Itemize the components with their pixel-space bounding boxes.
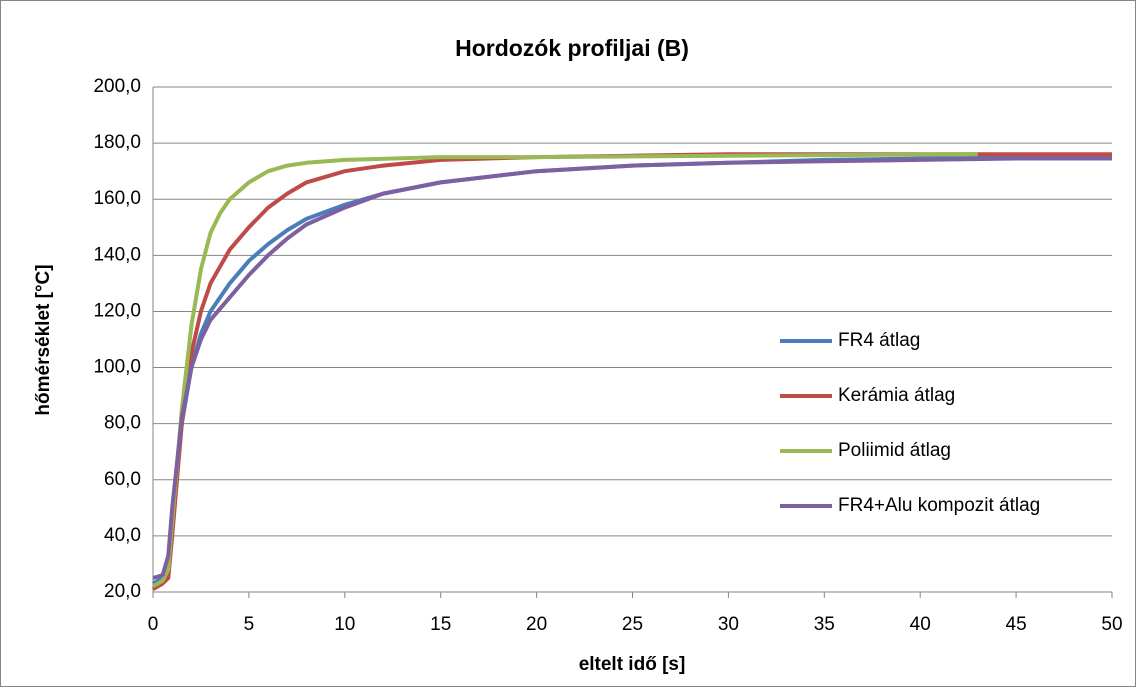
y-tick-label: 180,0 — [93, 132, 141, 153]
x-axis-label: eltelt idő [s] — [579, 654, 686, 675]
x-tick-label: 0 — [148, 614, 159, 635]
y-tick-label: 100,0 — [93, 357, 141, 378]
x-tick-label: 25 — [622, 614, 643, 635]
y-tick-label: 20,0 — [104, 581, 141, 602]
legend-label: Kerámia átlag — [838, 385, 955, 406]
x-tick-label: 5 — [244, 614, 255, 635]
legend-label: FR4 átlag — [838, 330, 920, 351]
x-tick-label: 30 — [718, 614, 739, 635]
y-tick-label: 80,0 — [104, 413, 141, 434]
x-tick-label: 45 — [1006, 614, 1027, 635]
legend-label: Poliimid átlag — [838, 440, 951, 461]
x-tick-label: 50 — [1101, 614, 1122, 635]
chart-title: Hordozók profiljai (B) — [455, 35, 689, 61]
x-tick-label: 10 — [334, 614, 355, 635]
y-tick-label: 120,0 — [93, 300, 141, 321]
legend-label: FR4+Alu kompozit átlag — [838, 495, 1040, 516]
x-tick-label: 40 — [910, 614, 931, 635]
x-tick-label: 35 — [814, 614, 835, 635]
y-axis-label: hőmérséklet [°C] — [33, 264, 54, 415]
y-tick-label: 60,0 — [104, 469, 141, 490]
x-tick-label: 15 — [430, 614, 451, 635]
y-tick-label: 140,0 — [93, 244, 141, 265]
series-line — [152, 156, 1112, 580]
y-tick-label: 40,0 — [104, 525, 141, 546]
y-tick-label: 160,0 — [93, 188, 141, 209]
y-tick-label: 200,0 — [93, 76, 141, 97]
x-tick-label: 20 — [526, 614, 547, 635]
